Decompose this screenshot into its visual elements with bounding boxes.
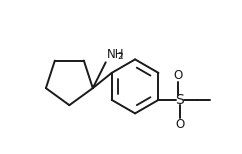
Text: 2: 2 <box>117 52 123 61</box>
Text: O: O <box>174 69 183 82</box>
Text: NH: NH <box>107 48 124 61</box>
Text: O: O <box>175 118 184 131</box>
Text: S: S <box>175 93 184 107</box>
